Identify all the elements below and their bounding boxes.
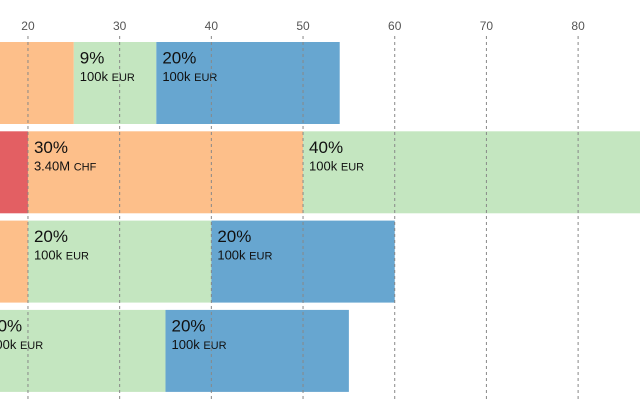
- bar-segment: [0, 220, 28, 303]
- amount-label: 3.40M CHF: [34, 159, 97, 174]
- amount: 3.40M: [34, 159, 70, 174]
- x-tick-label: 40: [205, 19, 219, 33]
- bar-segment: [73, 42, 157, 124]
- amount: 100k: [162, 69, 191, 84]
- bar-segment: [303, 131, 640, 214]
- x-tick-label: 20: [21, 19, 35, 33]
- amount: 100k: [0, 337, 17, 352]
- value-label: 20%: [217, 227, 251, 246]
- amount: 100k: [172, 337, 201, 352]
- amount-label: 100k EUR: [172, 337, 227, 352]
- x-tick-label: 70: [480, 19, 494, 33]
- currency: EUR: [112, 72, 135, 84]
- currency: EUR: [341, 161, 364, 173]
- currency: EUR: [203, 340, 226, 352]
- amount-label: 100k EUR: [309, 159, 364, 174]
- currency: EUR: [194, 72, 217, 84]
- currency: EUR: [249, 251, 272, 263]
- bar-segment: [0, 131, 28, 214]
- amount-label: 100k EUR: [162, 69, 217, 84]
- value-label: 20%: [0, 316, 22, 335]
- bar-segment: [165, 309, 349, 392]
- value-label: 20%: [162, 48, 196, 67]
- value-label: 30%: [34, 138, 68, 157]
- currency: EUR: [20, 340, 43, 352]
- value-label: 20%: [34, 227, 68, 246]
- x-tick-label: 50: [296, 19, 310, 33]
- value-label: 20%: [172, 316, 206, 335]
- amount-label: 100k EUR: [34, 248, 89, 263]
- currency: CHF: [74, 161, 97, 173]
- amount: 100k: [309, 159, 338, 174]
- value-label: 40%: [309, 138, 343, 157]
- amount: 100k: [80, 69, 109, 84]
- value-label: 9%: [80, 48, 105, 67]
- amount: 100k: [34, 248, 63, 263]
- currency: EUR: [66, 251, 89, 263]
- bar-segment: [0, 42, 74, 124]
- amount-label: 100k EUR: [0, 337, 43, 352]
- x-tick-label: 30: [113, 19, 127, 33]
- bar-segment: [156, 42, 340, 124]
- x-tick-label: 80: [571, 19, 585, 33]
- amount-label: 100k EUR: [80, 69, 135, 84]
- x-tick-label: 60: [388, 19, 402, 33]
- amount: 100k: [217, 248, 246, 263]
- bar-segment: [27, 131, 304, 214]
- amount-label: 100k EUR: [217, 248, 272, 263]
